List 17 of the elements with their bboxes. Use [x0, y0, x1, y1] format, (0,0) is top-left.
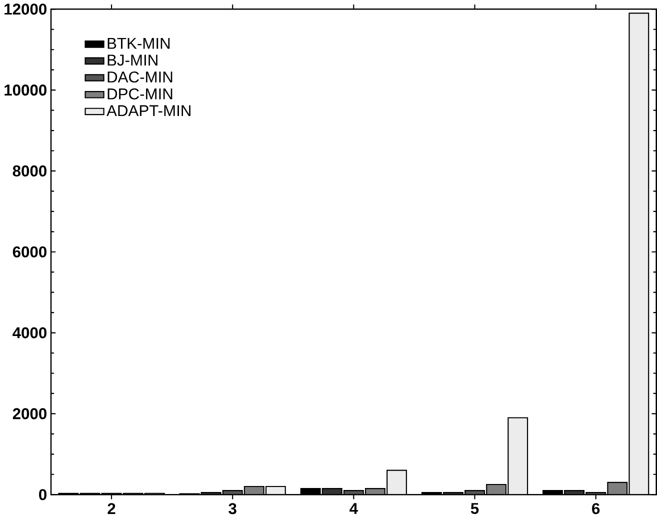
legend-label: DPC-MIN	[108, 88, 172, 100]
legend-label: BTK-MIN	[108, 38, 170, 49]
y-tick-label: 0	[39, 489, 46, 500]
x-tick-label: 3	[228, 503, 236, 514]
x-tick-label: 6	[592, 503, 600, 514]
y-tick-label: 8000	[12, 166, 46, 177]
legend-label: DAC-MIN	[108, 72, 172, 83]
legend-label: BJ-MIN	[108, 54, 158, 66]
x-tick-label: 5	[470, 503, 479, 514]
y-tick-label: 10000	[4, 84, 46, 96]
legend-label: ADAPT-MIN	[106, 105, 190, 116]
x-tick-label: 4	[350, 503, 358, 514]
y-tick-label: 2000	[12, 408, 46, 420]
y-tick-label: 12000	[4, 4, 46, 15]
x-tick-label: 2	[108, 503, 116, 514]
y-tick-label: 4000	[12, 327, 46, 338]
y-tick-label: 6000	[12, 246, 46, 258]
